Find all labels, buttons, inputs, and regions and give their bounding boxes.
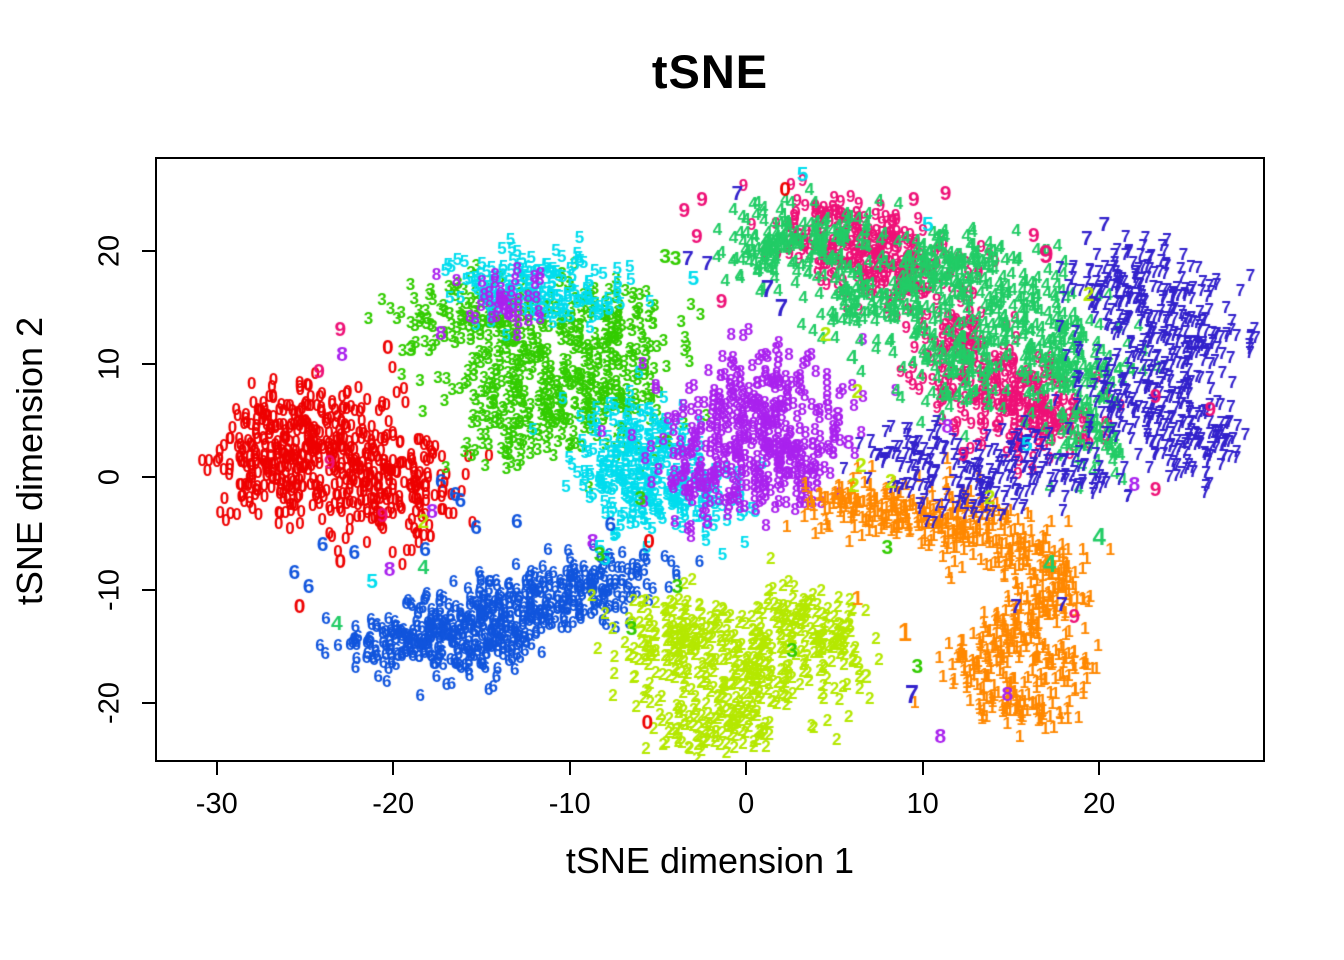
y-tick — [142, 589, 155, 592]
x-tick-label: 10 — [906, 788, 939, 820]
y-tick-label: 10 — [93, 347, 126, 381]
y-tick-label: -20 — [93, 682, 126, 725]
x-tick-label: -30 — [195, 788, 238, 820]
x-axis-label: tSNE dimension 1 — [565, 840, 855, 881]
x-tick — [392, 762, 395, 775]
y-tick — [142, 476, 155, 479]
x-tick — [1098, 762, 1101, 775]
y-tick — [142, 702, 155, 705]
y-tick-label: 20 — [93, 234, 126, 267]
x-tick-label: -10 — [548, 788, 591, 820]
x-tick-label: -20 — [372, 788, 415, 820]
y-axis-label: tSNE dimension 2 — [9, 316, 50, 606]
y-tick — [142, 362, 155, 365]
x-tick — [921, 762, 924, 775]
y-tick — [142, 249, 155, 252]
x-tick-label: 0 — [738, 788, 755, 820]
plot-border — [155, 157, 1265, 762]
x-tick — [568, 762, 571, 775]
x-tick — [215, 762, 218, 775]
x-tick — [745, 762, 748, 775]
y-tick-label: 0 — [93, 468, 126, 486]
x-tick-label: 20 — [1082, 788, 1116, 820]
y-tick-label: -10 — [93, 569, 126, 612]
